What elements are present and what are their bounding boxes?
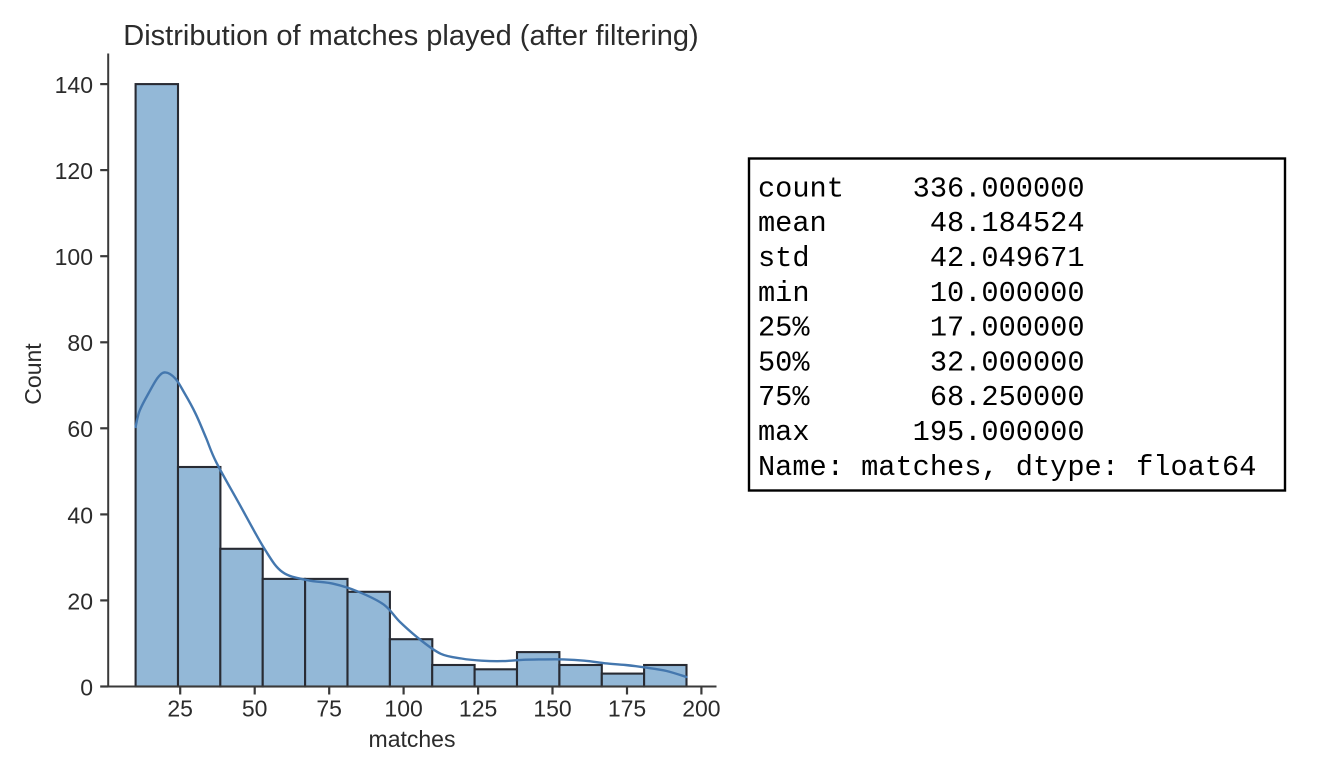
svg-text:Count: Count [20,343,46,405]
svg-text:min 10.000000: min 10.000000 [758,277,1085,310]
svg-text:100: 100 [384,695,422,721]
svg-text:125: 125 [459,695,497,721]
svg-text:100: 100 [55,244,93,270]
svg-text:50% 32.000000: 50% 32.000000 [758,346,1085,379]
svg-text:40: 40 [67,502,93,528]
svg-text:max 195.000000: max 195.000000 [758,416,1085,449]
svg-text:200: 200 [682,695,720,721]
svg-text:std 42.049671: std 42.049671 [758,242,1085,275]
svg-text:25% 17.000000: 25% 17.000000 [758,312,1085,345]
svg-text:20: 20 [67,588,93,614]
svg-text:50: 50 [242,695,268,721]
svg-text:140: 140 [55,72,93,98]
svg-text:120: 120 [55,158,93,184]
svg-text:175: 175 [608,695,646,721]
svg-text:60: 60 [67,416,93,442]
svg-text:80: 80 [67,330,93,356]
svg-text:mean 48.184524: mean 48.184524 [758,207,1085,240]
svg-text:Distribution of matches played: Distribution of matches played (after fi… [123,20,698,52]
svg-text:75: 75 [316,695,342,721]
svg-text:150: 150 [533,695,571,721]
svg-text:25: 25 [167,695,193,721]
svg-text:matches: matches [369,726,456,752]
svg-text:75% 68.250000: 75% 68.250000 [758,381,1085,414]
svg-text:0: 0 [80,674,93,700]
svg-text:Name: matches, dtype: float64: Name: matches, dtype: float64 [758,451,1256,484]
svg-text:count 336.000000: count 336.000000 [758,172,1085,205]
